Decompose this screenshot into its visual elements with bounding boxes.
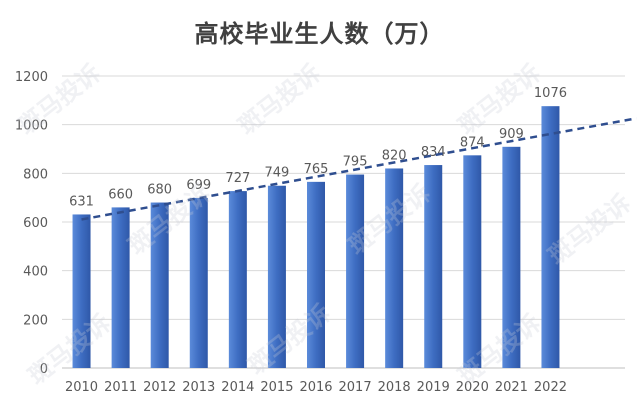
x-tick-label: 2019 xyxy=(417,380,450,395)
data-label: 795 xyxy=(343,155,368,170)
bar-2012 xyxy=(150,202,169,368)
bar-2015 xyxy=(267,185,286,368)
x-tick-label: 2018 xyxy=(378,380,411,395)
bar-2016 xyxy=(307,181,325,368)
x-tick-label: 2017 xyxy=(339,380,372,395)
data-label: 699 xyxy=(186,178,211,193)
y-tick-label: 600 xyxy=(23,216,48,231)
bar-2017 xyxy=(346,174,365,368)
x-tick-label: 2012 xyxy=(143,380,176,395)
y-tick-label: 800 xyxy=(23,167,48,182)
data-label: 631 xyxy=(69,194,94,209)
x-tick-label: 2020 xyxy=(456,380,489,395)
data-label: 820 xyxy=(382,148,407,163)
data-label: 765 xyxy=(304,162,329,177)
y-tick-label: 0 xyxy=(40,362,48,377)
y-tick-label: 1000 xyxy=(15,119,48,134)
bar-2010 xyxy=(72,214,91,368)
data-label: 909 xyxy=(499,127,524,142)
bar-2021 xyxy=(502,146,521,368)
x-tick-label: 2013 xyxy=(182,380,215,395)
x-tick-label: 2015 xyxy=(260,380,293,395)
y-tick-label: 1200 xyxy=(15,70,48,85)
x-tick-label: 2010 xyxy=(65,380,98,395)
y-tick-label: 200 xyxy=(23,313,48,328)
x-tick-label: 2022 xyxy=(534,380,567,395)
x-tick-label: 2011 xyxy=(104,380,137,395)
bar-2019 xyxy=(424,165,443,368)
bar-2013 xyxy=(189,197,208,368)
data-label: 660 xyxy=(108,187,133,202)
bar-2018 xyxy=(385,168,404,368)
data-label: 874 xyxy=(460,135,485,150)
bar-2014 xyxy=(228,191,247,368)
data-label: 1076 xyxy=(534,86,567,101)
y-tick-label: 400 xyxy=(23,265,48,280)
x-tick-label: 2014 xyxy=(221,380,254,395)
x-tick-label: 2016 xyxy=(299,380,332,395)
bar-2020 xyxy=(463,155,482,368)
data-label: 749 xyxy=(265,166,290,181)
bar-2022 xyxy=(541,106,560,368)
data-label: 680 xyxy=(147,183,172,198)
chart-title: 高校毕业生人数（万） xyxy=(194,20,445,48)
data-label: 727 xyxy=(225,171,250,186)
x-tick-label: 2021 xyxy=(495,380,528,395)
bar-2011 xyxy=(111,207,130,368)
trend-line xyxy=(81,117,637,221)
